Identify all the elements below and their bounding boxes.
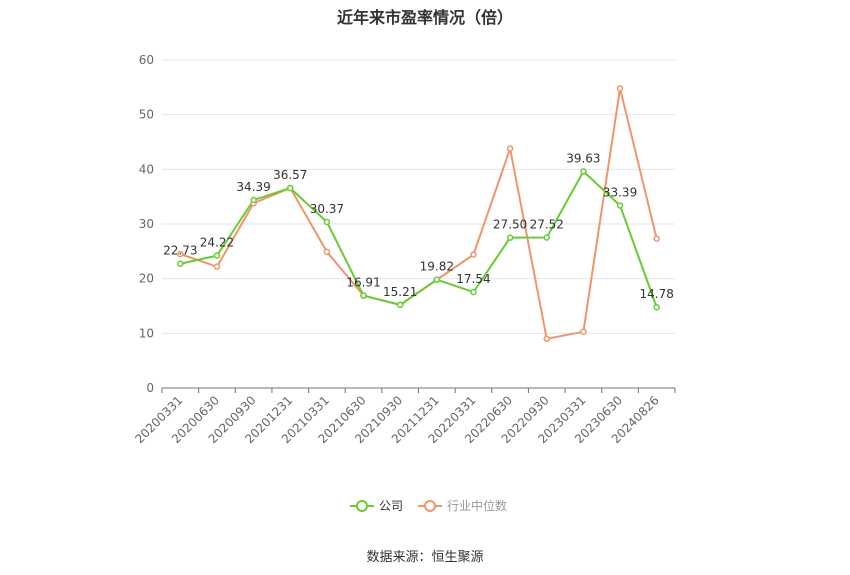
data-label: 34.39: [236, 180, 270, 194]
data-point[interactable]: [177, 250, 184, 258]
data-point[interactable]: [470, 251, 477, 258]
data-point[interactable]: [213, 263, 221, 270]
data-label: 16.91: [346, 276, 380, 290]
series-line-1: [179, 87, 658, 340]
data-label: 17.54: [456, 272, 490, 286]
data-point[interactable]: [360, 292, 367, 299]
y-tick-label: 50: [139, 108, 154, 122]
data-point[interactable]: [250, 196, 257, 204]
data-label: 33.39: [603, 185, 637, 199]
series-group: [177, 85, 660, 343]
legend-marker: [424, 500, 436, 512]
y-tick-label: 40: [139, 162, 154, 176]
data-label: 30.37: [310, 202, 344, 216]
data-label: 27.52: [530, 218, 564, 232]
y-axis: 0 10 20 30 40 50 60: [139, 53, 154, 395]
data-label: 39.63: [566, 151, 600, 165]
data-label: 24.22: [200, 236, 234, 250]
legend-label: 公司: [379, 499, 403, 513]
data-point[interactable]: [470, 288, 477, 296]
data-point[interactable]: [543, 234, 550, 241]
legend-item-1[interactable]: 行业中位数: [418, 498, 507, 513]
y-tick-label: 60: [139, 53, 154, 67]
chart-title: 近年来市盈率情况（倍）: [336, 8, 513, 27]
legend-marker: [356, 500, 368, 512]
y-tick-label: 20: [139, 272, 154, 286]
y-tick-label: 10: [139, 326, 154, 340]
data-point[interactable]: [506, 145, 514, 152]
data-label: 15.21: [383, 285, 417, 299]
data-source: 数据来源：恒生聚源: [366, 550, 484, 565]
y-tick-label: 30: [139, 217, 154, 231]
data-point[interactable]: [653, 235, 660, 243]
data-point[interactable]: [543, 335, 550, 343]
data-point[interactable]: [177, 260, 184, 267]
legend-label: 行业中位数: [447, 498, 507, 513]
data-point[interactable]: [323, 248, 331, 256]
data-label: 19.82: [420, 260, 454, 274]
grid-lines: [162, 59, 675, 334]
data-point[interactable]: [653, 303, 660, 311]
data-label: 36.57: [273, 168, 307, 182]
data-point[interactable]: [506, 234, 514, 241]
data-point[interactable]: [287, 184, 294, 192]
x-axis: 2020033120200630202009302020123120210331…: [132, 387, 676, 446]
legend: 公司 行业中位数: [350, 498, 507, 513]
data-point[interactable]: [580, 168, 587, 175]
data-label: 27.50: [493, 218, 527, 232]
series-line-0: [180, 170, 658, 308]
data-point[interactable]: [323, 218, 331, 226]
data-point[interactable]: [396, 301, 404, 309]
data-point[interactable]: [616, 85, 624, 92]
data-label: 22.73: [163, 244, 197, 258]
legend-item-0[interactable]: 公司: [350, 499, 403, 513]
data-point[interactable]: [616, 202, 624, 209]
y-tick-label: 0: [146, 381, 154, 395]
data-point[interactable]: [213, 252, 221, 259]
data-label: 14.78: [639, 287, 673, 301]
data-point[interactable]: [433, 276, 441, 283]
data-point[interactable]: [580, 328, 587, 335]
